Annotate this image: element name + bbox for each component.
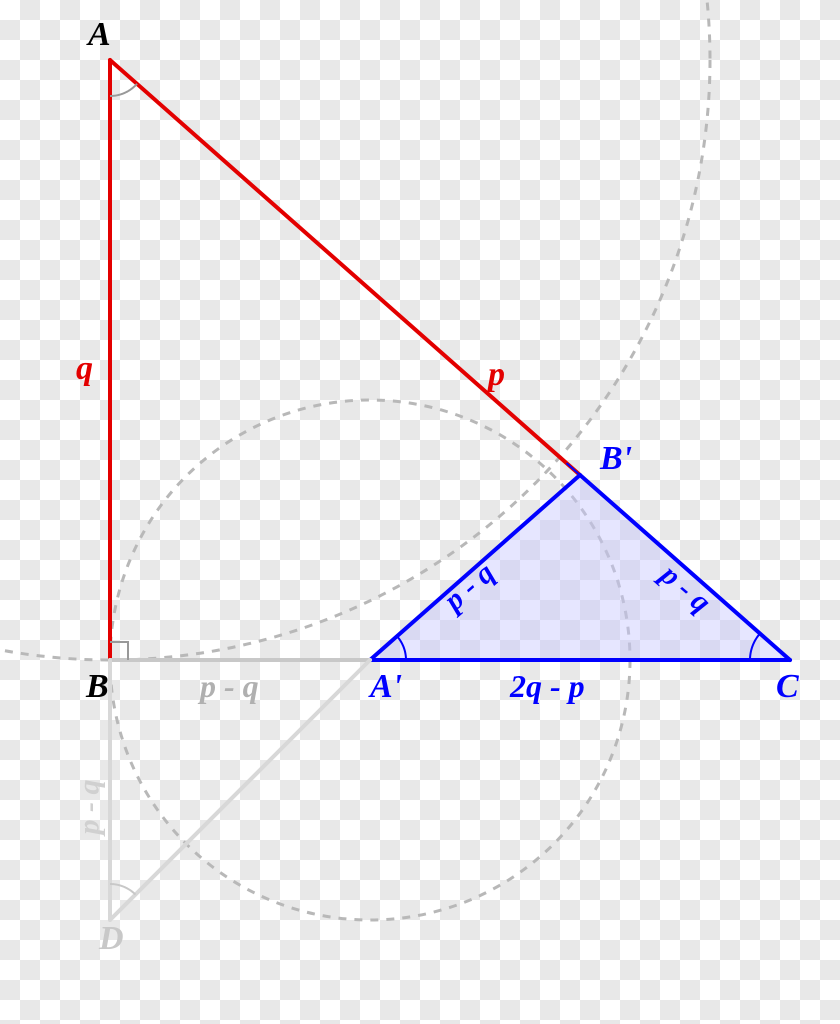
triangle-fill [370,475,790,660]
label-B: B [86,668,109,706]
angle-at_D [110,884,135,895]
label-pq_left: p - q [200,668,259,705]
label-q: q [76,350,93,388]
label-A: A [88,16,111,54]
label-Aprime: A' [370,668,402,706]
label-D: D [99,920,124,958]
label-Bprime: B' [600,440,632,478]
angle-marks [110,84,760,895]
angle-at_A [110,84,137,96]
label-two_q_p: 2q - p [510,668,585,705]
edges [110,60,790,920]
label-C: C [776,668,799,706]
label-pq_bd: p - q [73,780,107,835]
right-angle-at_B [110,642,128,660]
edge-ABprime [110,60,580,475]
inner-triangle-fill [370,475,790,660]
label-p: p [488,356,505,394]
diagram-canvas [0,0,840,1024]
